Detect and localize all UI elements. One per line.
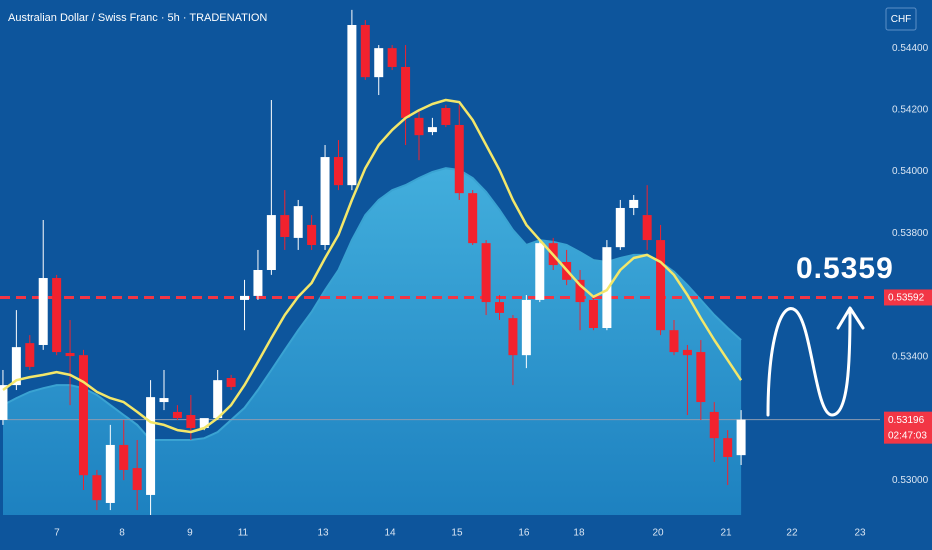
price-label-bg (884, 411, 932, 444)
arrow-head (836, 306, 865, 330)
candle-body (172, 411, 182, 419)
price-label: 0.53196 (888, 415, 925, 426)
candle-body (642, 215, 652, 241)
level-label-bg (884, 289, 932, 306)
candle-body (495, 302, 505, 313)
candle-body (92, 475, 102, 501)
candle-body (696, 352, 706, 403)
candle-body (240, 295, 250, 300)
candle-body (669, 330, 679, 353)
candle-body (521, 299, 531, 356)
candle-body (280, 215, 290, 237)
annotation: 0.5359 (796, 252, 894, 285)
candle-body (468, 193, 478, 244)
candle-body (535, 243, 545, 300)
candle-body (333, 157, 343, 186)
y-tick-label: 0.54000 (892, 166, 929, 177)
candle-body (119, 444, 129, 470)
candle-body (65, 353, 75, 357)
candle-body (575, 279, 585, 303)
x-tick-label: 18 (573, 528, 585, 539)
y-tick-label: 0.54200 (892, 104, 929, 115)
x-tick-label: 21 (721, 528, 733, 539)
candle-body (401, 66, 411, 118)
candle-body (629, 199, 639, 208)
x-tick-label: 20 (652, 528, 664, 539)
y-tick-label: 0.54400 (892, 43, 929, 54)
candle-body (360, 24, 370, 78)
forecast-arrow (766, 307, 852, 417)
candle-body (656, 240, 666, 331)
candle-body (414, 117, 424, 136)
candle-body (146, 397, 156, 495)
candle-body (186, 415, 196, 428)
y-tick-label: 0.53000 (892, 475, 929, 486)
candle-body (253, 269, 263, 296)
candle-body (159, 398, 169, 403)
countdown: 02:47:03 (888, 430, 927, 441)
x-tick-label: 8 (119, 528, 125, 539)
candle-body (374, 48, 384, 78)
candle-body (682, 349, 692, 356)
chart-title: Australian Dollar / Swiss Franc · 5h · T… (8, 12, 267, 24)
candle-body (387, 48, 397, 67)
currency-button[interactable] (885, 7, 917, 31)
candle-body (199, 418, 209, 428)
x-tick-label: 9 (187, 528, 193, 539)
level-label: 0.53592 (888, 293, 925, 304)
y-tick-label: 0.53800 (892, 228, 929, 239)
candle-body (602, 247, 612, 329)
candle-body (226, 377, 236, 387)
candle-body (25, 343, 35, 367)
candle-body (736, 419, 746, 456)
candle-body (293, 206, 303, 238)
candle-body (347, 24, 357, 186)
candle-body (709, 411, 719, 439)
candle-body (132, 468, 142, 491)
candle-body (266, 215, 276, 270)
candle-body (320, 157, 330, 246)
candle-body (454, 124, 464, 194)
moving-average (2, 98, 743, 434)
candle-body (427, 127, 437, 133)
candle-body (615, 207, 625, 248)
candle-body (481, 243, 491, 303)
candle-body (78, 355, 88, 476)
candle-body (588, 299, 598, 329)
x-tick-label: 15 (451, 528, 463, 539)
x-tick-label: 23 (854, 528, 866, 539)
candle-body (105, 444, 115, 503)
x-tick-label: 14 (384, 528, 396, 539)
x-tick-label: 7 (54, 528, 60, 539)
candle-body (441, 107, 451, 125)
candle-body (723, 438, 733, 457)
x-tick-label: 11 (238, 528, 249, 539)
candle-body (213, 380, 223, 419)
y-tick-label: 0.53400 (892, 351, 929, 362)
currency-label[interactable]: CHF (891, 14, 912, 25)
x-tick-label: 16 (518, 528, 530, 539)
candle-body (11, 347, 21, 386)
candle-body (307, 224, 317, 246)
x-tick-label: 13 (317, 528, 329, 539)
candle-body (0, 385, 8, 420)
candle-body (508, 318, 518, 356)
plot-area (0, 9, 880, 515)
band-edge (2, 167, 742, 441)
candle-body (38, 278, 48, 345)
candle-body (52, 278, 62, 353)
x-tick-label: 22 (786, 528, 798, 539)
